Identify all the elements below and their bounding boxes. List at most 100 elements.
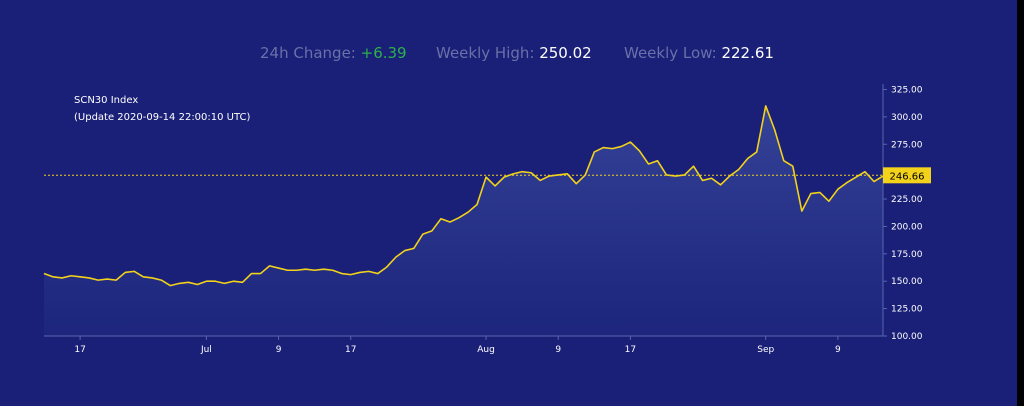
data-point[interactable] [132,269,136,273]
data-point[interactable] [520,170,524,174]
data-point[interactable] [719,183,723,187]
data-point[interactable] [574,182,578,186]
data-point[interactable] [457,216,461,220]
data-point[interactable] [186,280,190,284]
data-point[interactable] [195,283,199,287]
data-point[interactable] [150,276,154,280]
data-point[interactable] [60,276,64,280]
y-tick-label: 225.00 [891,195,923,205]
data-point[interactable] [755,150,759,154]
area-layer [44,105,883,336]
data-point[interactable] [412,246,416,250]
data-point[interactable] [259,272,263,276]
data-point[interactable] [277,266,281,270]
stat-weekly-high-label: Weekly High: [436,44,540,62]
data-point[interactable] [286,268,290,272]
chart-subtitle: (Update 2020-09-14 22:00:10 UTC) [74,112,251,123]
data-point[interactable] [249,272,253,276]
data-point[interactable] [547,174,551,178]
data-point[interactable] [809,192,813,196]
data-point[interactable] [601,146,605,150]
data-point[interactable] [213,279,217,283]
data-point[interactable] [159,278,163,282]
data-point[interactable] [222,281,226,285]
data-point[interactable] [105,277,109,281]
data-point[interactable] [42,272,46,276]
data-point[interactable] [701,178,705,182]
data-point[interactable] [610,147,614,151]
data-point[interactable] [376,272,380,276]
stat-weekly-low-value: 222.61 [721,44,774,62]
data-point[interactable] [231,279,235,283]
data-point[interactable] [439,217,443,221]
data-point[interactable] [177,281,181,285]
data-point[interactable] [96,278,100,282]
data-point[interactable] [746,157,750,161]
data-point[interactable] [268,264,272,268]
data-point[interactable] [493,184,497,188]
data-point[interactable] [791,164,795,168]
data-point[interactable] [448,220,452,224]
data-point[interactable] [646,162,650,166]
data-point[interactable] [529,171,533,175]
y-tick-label: 150.00 [891,277,923,287]
data-point[interactable] [204,279,208,283]
data-point[interactable] [538,178,542,182]
data-point[interactable] [385,265,389,269]
data-point[interactable] [818,190,822,194]
data-point[interactable] [863,170,867,174]
data-point[interactable] [87,276,91,280]
series-line[interactable] [43,105,884,287]
data-point[interactable] [123,270,127,274]
data-point[interactable] [114,278,118,282]
data-point[interactable] [845,181,849,185]
data-point[interactable] [340,272,344,276]
data-point[interactable] [710,176,714,180]
data-point[interactable] [349,273,353,277]
y-tick-label: 325.00 [891,85,923,95]
x-tick-label: 9 [555,345,561,355]
data-point[interactable] [367,269,371,273]
data-point[interactable] [827,199,831,203]
data-point[interactable] [475,203,479,207]
data-point[interactable] [836,187,840,191]
stats-bar: 24h Change: +6.39 Weekly High: 250.02 We… [0,44,1017,68]
data-point[interactable] [737,167,741,171]
data-point[interactable] [782,159,786,163]
data-point[interactable] [466,210,470,214]
x-tick-label: 9 [276,345,282,355]
data-point[interactable] [304,267,308,271]
data-point[interactable] [800,209,804,213]
x-tick-label: 17 [345,345,356,355]
data-point[interactable] [141,275,145,279]
data-point[interactable] [637,149,641,153]
data-point[interactable] [69,274,73,278]
data-point[interactable] [692,164,696,168]
data-point[interactable] [674,174,678,178]
data-point[interactable] [313,268,317,272]
data-point[interactable] [331,268,335,272]
data-point[interactable] [430,229,434,233]
data-point[interactable] [322,267,326,271]
data-point[interactable] [403,249,407,253]
data-point[interactable] [628,140,632,144]
data-point[interactable] [168,284,172,288]
data-point[interactable] [295,268,299,272]
data-point[interactable] [655,159,659,163]
data-point[interactable] [358,270,362,274]
data-point[interactable] [728,174,732,178]
data-point[interactable] [592,150,596,154]
data-point[interactable] [872,180,876,184]
data-point[interactable] [421,232,425,236]
data-point[interactable] [51,275,55,279]
data-point[interactable] [78,275,82,279]
current-price-label: 246.66 [890,171,925,182]
data-point[interactable] [619,144,623,148]
data-point[interactable] [394,255,398,259]
data-point[interactable] [764,104,768,108]
data-point[interactable] [240,280,244,284]
data-point[interactable] [773,128,777,132]
x-tick-label: 9 [835,345,841,355]
